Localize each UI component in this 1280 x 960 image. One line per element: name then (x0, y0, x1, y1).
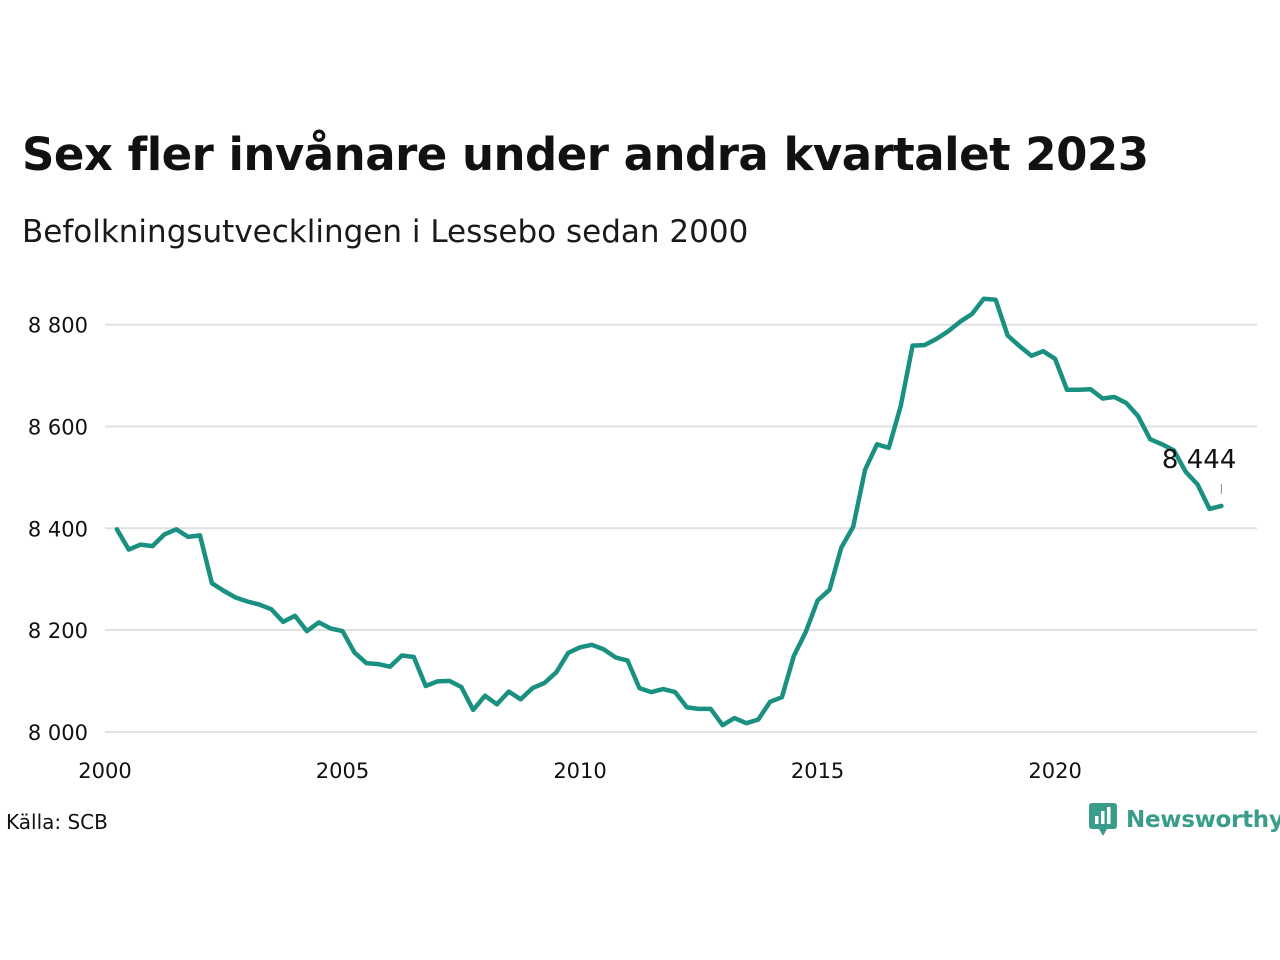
series-line (114, 296, 1224, 728)
grid-lines (105, 323, 1257, 733)
newsworthy-logo-icon (1089, 803, 1117, 836)
y-tick-label: 8 600 (28, 415, 88, 439)
brand-name: Newsworthy (1126, 807, 1280, 833)
x-tick-label: 2020 (1028, 759, 1081, 783)
x-tick-label: 2000 (78, 759, 131, 783)
x-tick-label: 2010 (553, 759, 606, 783)
chart-title: Sex fler invånare under andra kvartalet … (22, 128, 1149, 181)
source-text: Källa: SCB (6, 810, 108, 834)
x-tick-label: 2005 (316, 759, 369, 783)
x-tick-label: 2015 (791, 759, 844, 783)
x-axis-labels: 2000 2005 2010 2015 2020 (78, 759, 1082, 783)
last-value-label: 8 444 (1162, 445, 1236, 475)
chart-subtitle: Befolkningsutvecklingen i Lessebo sedan … (22, 214, 749, 250)
y-axis-labels: 8 000 8 200 8 400 8 600 8 800 (28, 314, 88, 745)
y-tick-label: 8 400 (28, 517, 88, 541)
y-tick-label: 8 000 (28, 721, 88, 745)
brand-logo[interactable]: Newsworthy (1088, 802, 1280, 838)
y-tick-label: 8 200 (28, 619, 88, 643)
y-tick-label: 8 800 (28, 314, 88, 338)
